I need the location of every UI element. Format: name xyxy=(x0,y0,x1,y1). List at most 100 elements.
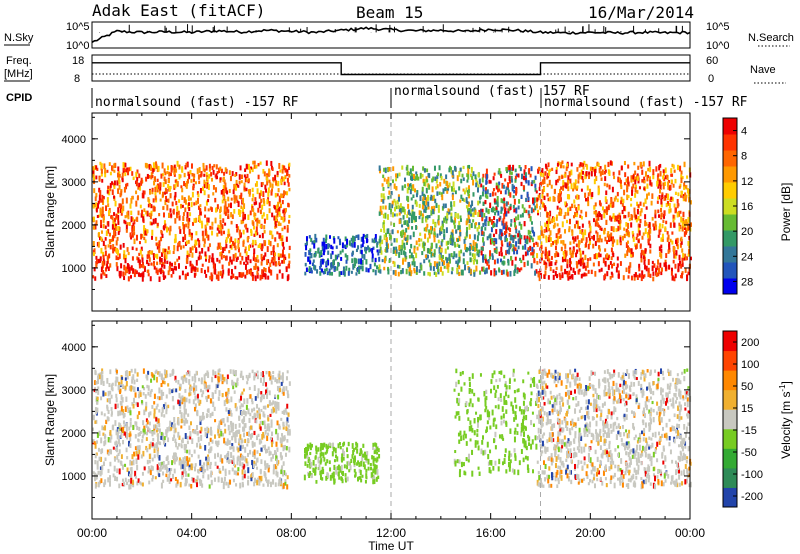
velocity-cell xyxy=(256,370,259,374)
power-cell xyxy=(131,224,134,231)
power-cell xyxy=(679,210,682,214)
velocity-cell xyxy=(109,430,112,436)
power-cell xyxy=(670,179,673,184)
power-cell xyxy=(253,233,256,237)
velocity-cell xyxy=(247,431,250,437)
power-cell xyxy=(544,255,547,260)
power-cell xyxy=(218,224,221,229)
velocity-cell xyxy=(95,409,98,415)
power-cell xyxy=(361,265,364,272)
power-cell xyxy=(564,249,567,254)
velocity-cell xyxy=(239,453,242,458)
power-cell xyxy=(463,239,466,244)
power-cell xyxy=(103,163,106,170)
power-cell xyxy=(358,269,361,275)
power-cell xyxy=(140,264,143,268)
power-cell xyxy=(686,275,689,282)
power-cell xyxy=(480,250,483,256)
velocity-cell xyxy=(256,412,259,419)
power-cell xyxy=(109,171,112,176)
power-cell xyxy=(632,233,635,239)
power-cell xyxy=(559,188,562,194)
velocity-cell xyxy=(173,429,176,434)
power-cell xyxy=(174,261,177,266)
power-cell xyxy=(244,246,247,250)
power-cell xyxy=(204,206,207,212)
power-cell xyxy=(201,222,204,229)
power-cell xyxy=(95,220,98,226)
power-cell xyxy=(527,247,530,251)
power-cell xyxy=(624,253,627,258)
power-cell xyxy=(571,230,574,236)
power-cell xyxy=(189,260,192,267)
power-cell xyxy=(572,236,575,240)
power-cell xyxy=(102,214,105,219)
velocity-cell xyxy=(104,425,107,431)
power-cell xyxy=(181,204,184,208)
power-cell xyxy=(493,237,496,242)
power-cell xyxy=(656,265,659,271)
power-cell xyxy=(361,259,364,266)
power-cell xyxy=(660,198,663,205)
power-cell xyxy=(637,165,640,170)
power-cell xyxy=(437,208,440,213)
power-cell xyxy=(503,255,506,259)
velocity-cell xyxy=(193,449,196,454)
power-cell xyxy=(386,214,389,220)
power-cell xyxy=(155,165,158,169)
power-cell xyxy=(97,241,100,248)
power-cell xyxy=(654,220,657,227)
power-cell xyxy=(235,257,238,262)
power-cell xyxy=(287,264,290,269)
power-cell xyxy=(566,194,569,200)
power-cell xyxy=(506,242,509,248)
velocity-cell xyxy=(196,394,199,399)
power-cell xyxy=(131,256,134,261)
velocity-cell xyxy=(233,370,236,375)
power-cell xyxy=(212,263,215,269)
velocity-cell xyxy=(266,393,269,399)
power-cell xyxy=(243,184,246,191)
power-cell xyxy=(519,167,522,172)
power-cell xyxy=(607,161,610,168)
power-cell xyxy=(540,199,543,205)
power-cell xyxy=(458,220,461,226)
power-cell xyxy=(115,223,118,227)
power-cell xyxy=(599,202,602,207)
velocity-cell xyxy=(177,443,180,447)
power-cell xyxy=(591,235,594,240)
velocity-cell xyxy=(93,380,96,385)
velocity-cell xyxy=(100,437,103,444)
power-cell xyxy=(222,196,225,200)
power-cell xyxy=(185,183,188,189)
power-cell xyxy=(178,199,181,203)
power-cell xyxy=(617,176,620,183)
power-cell xyxy=(549,220,552,225)
power-cell xyxy=(260,253,263,260)
power-cell xyxy=(674,273,677,279)
power-cell xyxy=(468,187,471,194)
power-cell xyxy=(496,219,499,224)
power-cell xyxy=(505,211,508,217)
power-cell xyxy=(170,167,173,173)
velocity-cell xyxy=(179,409,182,415)
power-cell xyxy=(659,262,662,268)
power-cell xyxy=(107,203,110,208)
power-cell xyxy=(183,228,186,235)
power-cell xyxy=(236,199,239,203)
power-cell xyxy=(395,246,398,252)
power-cell xyxy=(518,199,521,204)
velocity-cell xyxy=(148,421,151,426)
power-cell xyxy=(478,222,481,226)
power-cell xyxy=(359,266,362,270)
power-cell xyxy=(453,201,456,207)
power-cell xyxy=(572,188,575,192)
velocity-cell xyxy=(224,455,227,459)
power-cell xyxy=(526,235,529,241)
velocity-cell xyxy=(244,438,247,444)
power-cell xyxy=(211,226,214,230)
power-cell xyxy=(489,233,492,238)
power-cell xyxy=(630,197,633,202)
power-cell xyxy=(608,234,611,240)
power-cell xyxy=(163,252,166,258)
